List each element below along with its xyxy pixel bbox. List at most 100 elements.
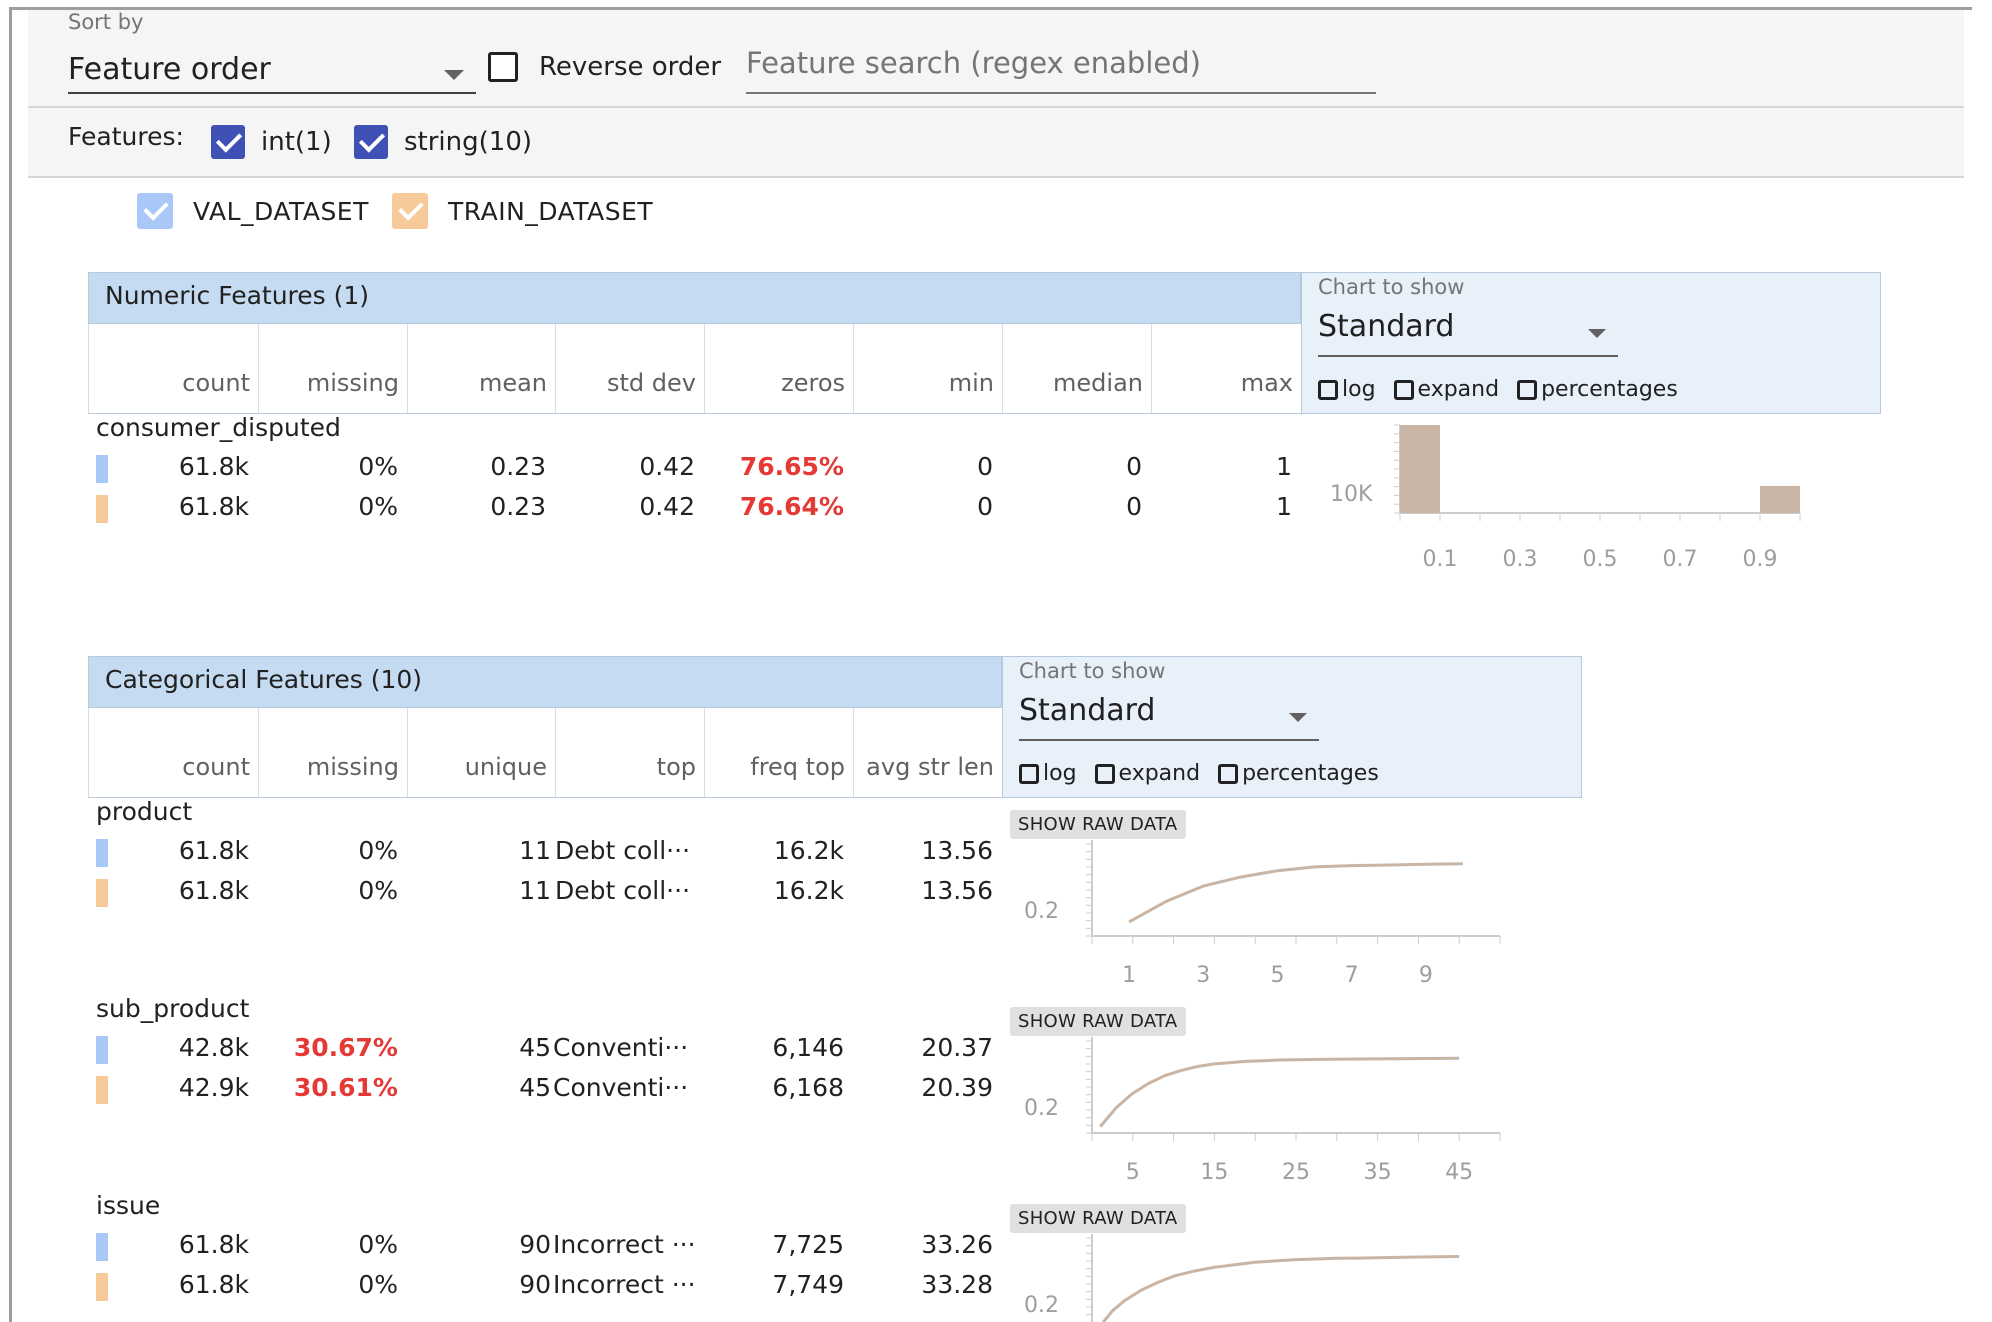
expand-checkbox[interactable]	[1393, 379, 1414, 400]
train-dataset-checkbox[interactable]	[392, 193, 428, 229]
stat-min: 0	[977, 492, 993, 521]
percentages-option[interactable]: percentages	[1517, 377, 1678, 402]
col-count[interactable]: count	[89, 708, 259, 797]
y-tick-label: 0.2	[1024, 899, 1059, 924]
x-tick-label: 35	[1364, 1160, 1392, 1185]
stat-count: 61.8k	[178, 492, 249, 521]
col-avg-str-len[interactable]: avg str len	[854, 708, 1003, 797]
expand-checkbox[interactable]	[1094, 763, 1115, 784]
col-missing[interactable]: missing	[259, 324, 408, 413]
legend-train-dataset[interactable]: TRAIN_DATASET	[392, 193, 653, 229]
consumer-disputed-histogram: 10K 0.1 0.3 0.5 0.7 0.9	[1330, 424, 1801, 572]
feature-type-int-toggle[interactable]: int(1)	[211, 124, 332, 160]
stat-missing: 0%	[358, 492, 398, 521]
val-swatch	[96, 1233, 108, 1261]
log-checkbox[interactable]	[1019, 763, 1039, 784]
log-option[interactable]: log	[1318, 377, 1376, 402]
chevron-down-icon	[1289, 713, 1307, 722]
reverse-order-toggle[interactable]: Reverse order	[488, 47, 721, 87]
feature-type-int-label: int(1)	[261, 127, 332, 157]
sort-by-value: Feature order	[68, 52, 271, 87]
cdf-line	[1128, 862, 1463, 924]
expand-option[interactable]: expand	[1094, 761, 1200, 786]
int-checkbox[interactable]	[211, 125, 245, 159]
stat-zeros: 76.65%	[739, 452, 844, 481]
log-checkbox[interactable]	[1318, 379, 1338, 400]
features-filter-row: Features: int(1) string(10)	[28, 108, 1964, 178]
feature-search-input[interactable]	[746, 46, 1366, 80]
numeric-chart-options: Chart to show Standard log expand percen…	[1301, 272, 1881, 414]
stat-freq-top: 7,725	[772, 1230, 844, 1259]
stat-top: Debt coll···	[555, 836, 691, 865]
show-raw-data-button[interactable]: SHOW RAW DATA	[1010, 1204, 1186, 1233]
stat-freq-top: 16.2k	[773, 876, 844, 905]
feature-search-field[interactable]	[746, 40, 1376, 94]
stat-max: 1	[1276, 492, 1292, 521]
percentages-option[interactable]: percentages	[1218, 761, 1379, 786]
col-freq-top[interactable]: freq top	[705, 708, 854, 797]
stat-median: 0	[1126, 492, 1142, 521]
product-cdf-chart: 0.2 1 3 5 7 9	[1024, 840, 1501, 988]
numeric-features-header: Numeric Features (1)	[88, 272, 1301, 324]
stat-count: 61.8k	[178, 1230, 249, 1259]
legend-val-dataset[interactable]: VAL_DATASET	[137, 193, 369, 229]
stat-missing: 0%	[358, 876, 398, 905]
feature-name: sub_product	[96, 994, 250, 1023]
stat-median: 0	[1126, 452, 1142, 481]
col-max[interactable]: max	[1152, 324, 1302, 413]
stat-missing: 30.61%	[293, 1073, 398, 1102]
col-unique[interactable]: unique	[408, 708, 556, 797]
stat-top: Debt coll···	[555, 876, 691, 905]
stat-freq-top: 6,146	[772, 1033, 844, 1062]
percentages-checkbox[interactable]	[1517, 379, 1538, 400]
log-option[interactable]: log	[1019, 761, 1077, 786]
stat-top: Incorrect ···	[553, 1230, 696, 1259]
x-tick-label: 0.5	[1583, 547, 1618, 572]
chart-type-value: Standard	[1019, 693, 1156, 728]
show-raw-data-button[interactable]: SHOW RAW DATA	[1010, 810, 1186, 839]
x-tick-label: 15	[1200, 1160, 1228, 1185]
x-tick-label: 3	[1196, 963, 1210, 988]
chevron-down-icon	[444, 70, 464, 80]
stat-avg-str-len: 20.37	[921, 1033, 993, 1062]
val-dataset-checkbox[interactable]	[137, 193, 173, 229]
stat-top: Incorrect ···	[553, 1270, 696, 1299]
sort-by-dropdown[interactable]: Feature order	[68, 44, 476, 94]
col-mean[interactable]: mean	[408, 324, 556, 413]
y-tick-label: 10K	[1330, 482, 1373, 507]
col-min[interactable]: min	[854, 324, 1003, 413]
val-swatch	[96, 839, 108, 867]
chart-type-dropdown[interactable]: Standard	[1019, 689, 1319, 741]
stat-avg-str-len: 13.56	[921, 836, 993, 865]
x-tick-label: 0.9	[1743, 547, 1778, 572]
col-median[interactable]: median	[1003, 324, 1152, 413]
col-zeros[interactable]: zeros	[705, 324, 854, 413]
expand-option[interactable]: expand	[1393, 377, 1499, 402]
stat-missing: 0%	[358, 452, 398, 481]
x-tick-label: 9	[1419, 963, 1433, 988]
col-top[interactable]: top	[556, 708, 705, 797]
issue-cdf-chart: 0.2	[1024, 1234, 1460, 1322]
string-checkbox[interactable]	[354, 125, 388, 159]
x-tick-label: 0.7	[1663, 547, 1698, 572]
chart-option-checkboxes: log expand percentages	[1318, 377, 1696, 402]
chart-type-dropdown[interactable]: Standard	[1318, 305, 1618, 357]
col-count[interactable]: count	[89, 324, 259, 413]
chart-to-show-label: Chart to show	[1318, 275, 1465, 299]
stat-unique: 90	[519, 1270, 551, 1299]
sort-toolbar: Sort by Feature order Reverse order	[28, 10, 1964, 108]
col-missing[interactable]: missing	[259, 708, 408, 797]
histogram-bar	[1400, 425, 1440, 513]
show-raw-data-button[interactable]: SHOW RAW DATA	[1010, 1007, 1186, 1036]
col-std-dev[interactable]: std dev	[556, 324, 705, 413]
chart-option-checkboxes: log expand percentages	[1019, 761, 1397, 786]
stat-mean: 0.23	[490, 452, 546, 481]
train-swatch	[96, 879, 108, 907]
feature-type-string-toggle[interactable]: string(10)	[354, 124, 532, 160]
val-dataset-label: VAL_DATASET	[193, 196, 369, 226]
reverse-order-checkbox[interactable]	[488, 52, 518, 82]
train-swatch	[96, 1273, 108, 1301]
x-tick-label: 5	[1126, 1160, 1140, 1185]
top-frame-border	[9, 7, 1972, 10]
percentages-checkbox[interactable]	[1218, 763, 1239, 784]
